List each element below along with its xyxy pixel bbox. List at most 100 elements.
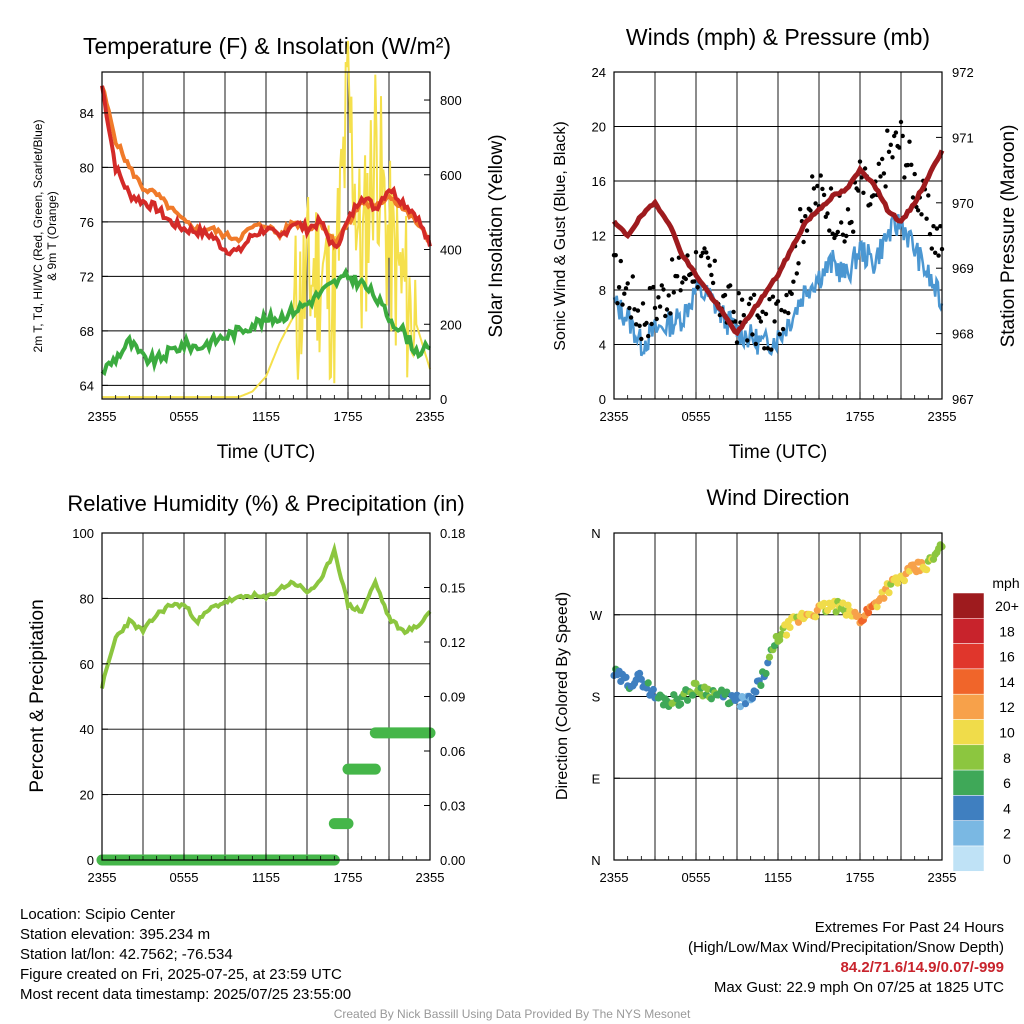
gust-point (678, 288, 683, 293)
gust-point (618, 258, 623, 264)
gust-point (656, 295, 661, 300)
y-tick-label: N (591, 526, 600, 541)
extremes-title: Extremes For Past 24 Hours (814, 919, 1004, 936)
direction-point (765, 653, 774, 661)
gust-point (936, 253, 941, 258)
gust-point (651, 284, 656, 290)
direction-series (610, 541, 946, 711)
x-tick-label: 1755 (846, 870, 875, 885)
gust-point (748, 296, 753, 301)
gust-point (692, 279, 697, 284)
gust-point (639, 336, 644, 342)
gust-point (664, 307, 670, 312)
x-tick-label: 2355 (88, 870, 117, 885)
gust-point (753, 341, 758, 347)
gust-point (821, 192, 827, 198)
y-tick-label: 20 (592, 120, 606, 135)
legend-swatch (952, 769, 985, 796)
gust-point (830, 231, 835, 236)
direction-point (900, 577, 909, 585)
x-tick-label: 0555 (170, 870, 199, 885)
gust-point (919, 212, 924, 217)
direction-point (880, 594, 888, 602)
gust-point (627, 305, 632, 311)
direction-point (683, 696, 692, 704)
gust-point (647, 286, 653, 291)
temperature-title: Temperature (F) & Insolation (W/m²) (83, 33, 451, 59)
x-tick-label: 1155 (764, 870, 792, 885)
gust-point (700, 250, 705, 255)
gust-point (835, 229, 840, 235)
gust-point (888, 142, 893, 147)
gust-point (736, 291, 741, 296)
gust-point (733, 319, 738, 324)
temperature-panel: Temperature (F) & Insolation (W/m²) 64 68… (31, 33, 507, 463)
gust-point (683, 276, 688, 282)
x-tick-label: 2355 (928, 409, 957, 424)
y2-tick-label: 970 (952, 196, 974, 211)
gust-point (782, 309, 787, 314)
gust-point (886, 149, 892, 154)
y2-tick-label: 200 (440, 317, 462, 332)
x-tick-label: 0555 (682, 870, 711, 885)
direction-point (723, 688, 731, 696)
gust-point (709, 272, 714, 278)
temperature-ylabel-line1: 2m T, Td, HI/WC (Red, Green, Scarlet/Blu… (31, 120, 45, 353)
gust-point (857, 159, 863, 164)
gust-point (839, 220, 844, 225)
gust-point (671, 290, 676, 295)
gust-point (707, 263, 712, 268)
legend-swatch (952, 744, 985, 771)
legend-label: 2 (1003, 826, 1011, 842)
x-tick-label: 2355 (416, 409, 445, 424)
gust-point (661, 287, 666, 292)
y-tick-label: 68 (80, 324, 94, 339)
y2-tick-label: 0.15 (440, 581, 465, 596)
legend-label: 6 (1003, 775, 1011, 791)
y-tick-label: E (592, 771, 601, 786)
gust-point (712, 258, 717, 263)
y-tick-label: 8 (599, 283, 606, 298)
y2-tick-label: 0.06 (440, 744, 465, 759)
y2-tick-label: 0 (440, 392, 447, 407)
direction-point (752, 688, 760, 696)
direction-point (894, 579, 902, 587)
credit-line: Created By Nick Bassill Using Data Provi… (333, 1007, 691, 1021)
direction-point (794, 618, 803, 626)
legend-swatch (952, 820, 985, 847)
gust-point (842, 239, 847, 244)
gust-point (710, 280, 716, 286)
direction-point (923, 566, 931, 574)
gust-point (657, 304, 663, 309)
gust-point (898, 119, 904, 125)
gust-point (804, 228, 810, 233)
gust-point (902, 175, 907, 180)
legend-swatch (952, 618, 985, 644)
gust-point (777, 332, 782, 337)
direction-point (854, 612, 862, 620)
gust-point (625, 281, 630, 286)
y2-tick-label: 400 (440, 243, 462, 258)
direction-point (748, 694, 757, 703)
x-tick-label: 2355 (928, 870, 957, 885)
wind-title: Winds (mph) & Pressure (mb) (626, 24, 930, 50)
y2-tick-label: 0.12 (440, 635, 465, 650)
gust-point (905, 162, 910, 168)
gust-point (666, 293, 671, 298)
gust-point (731, 309, 736, 315)
y-tick-label: W (590, 608, 603, 623)
y-tick-label: 80 (80, 591, 94, 606)
gust-point (615, 301, 620, 306)
direction-point (832, 608, 840, 616)
gust-point (640, 301, 646, 306)
wind-panel: Winds (mph) & Pressure (mb) 0 4 8 12 16 20 24 9… (552, 24, 1019, 463)
gust-point (844, 233, 849, 239)
y-tick-label: S (592, 690, 601, 705)
x-tick-label: 1755 (334, 870, 363, 885)
direction-point (677, 700, 685, 708)
gust-point (934, 226, 940, 231)
x-tick-label: 2355 (600, 870, 629, 885)
legend-swatch (952, 592, 985, 619)
